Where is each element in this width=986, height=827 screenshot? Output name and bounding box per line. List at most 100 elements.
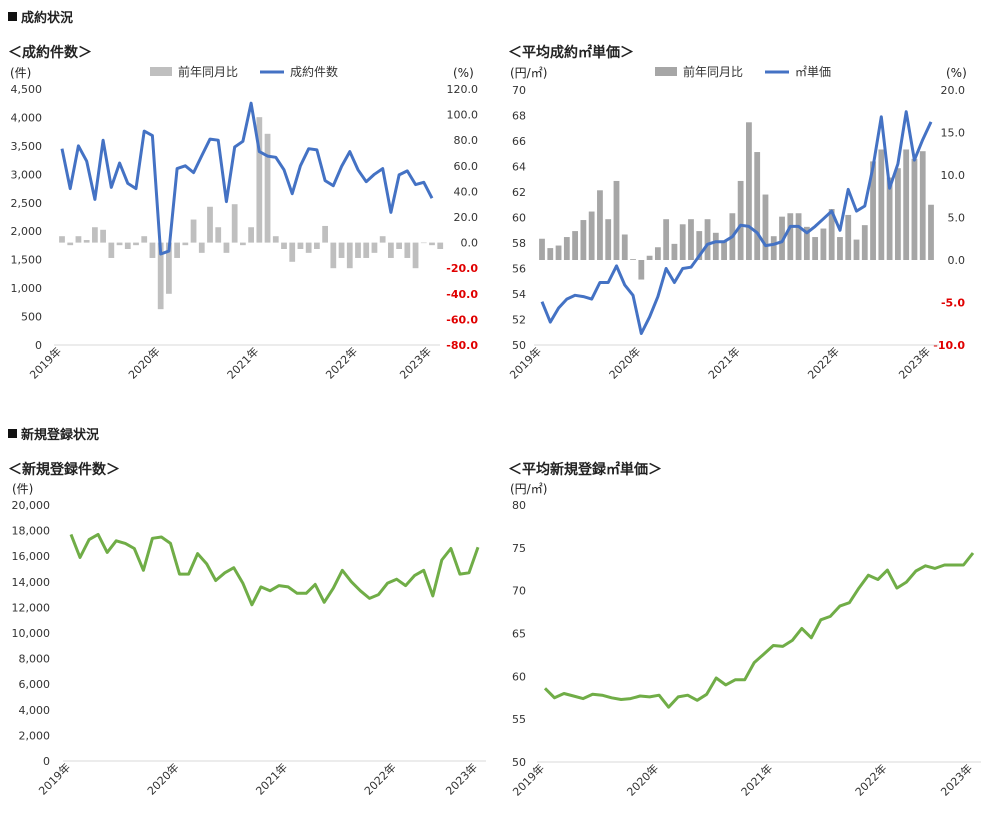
bar: [812, 237, 819, 260]
bar: [264, 133, 271, 243]
bar: [83, 240, 90, 243]
bar: [174, 242, 180, 258]
bar: [75, 236, 82, 243]
y2-tick-label: 10.0: [941, 169, 966, 182]
bar: [894, 168, 901, 260]
y-tick-label: 14,000: [12, 576, 51, 589]
legend-label: 前年同月比: [683, 64, 743, 79]
bar: [779, 216, 785, 260]
bar: [124, 242, 131, 249]
y2-tick-label: -80.0: [446, 339, 478, 352]
left-axis-unit: (円/㎡): [510, 482, 547, 496]
bar: [803, 226, 810, 260]
y-tick-label: 16,000: [12, 550, 51, 563]
bar: [539, 238, 545, 260]
y-tick-label: 70: [512, 585, 526, 598]
legend-swatch-bar: [655, 67, 677, 76]
bar: [580, 220, 587, 260]
legend-swatch-bar: [150, 67, 172, 76]
bar: [787, 213, 794, 260]
bar: [630, 259, 636, 260]
bar: [903, 149, 910, 260]
y-tick-label: 1,000: [11, 282, 43, 295]
series-line: [543, 552, 975, 709]
y2-tick-label: -20.0: [446, 262, 478, 275]
bar: [412, 242, 419, 269]
y-tick-label: 500: [21, 311, 42, 324]
x-tick-label: 2021年: [224, 344, 261, 381]
chart-title: ＜成約件数＞: [8, 45, 92, 61]
bar: [911, 158, 918, 260]
section-title: 成約状況: [21, 11, 74, 26]
bar: [240, 242, 246, 246]
bar: [207, 206, 213, 243]
bar: [198, 242, 205, 253]
x-tick-label: 2022年: [805, 344, 842, 381]
y-tick-label: 0: [43, 755, 50, 768]
y2-tick-label: -5.0: [941, 297, 965, 310]
y-tick-label: 18,000: [12, 525, 51, 538]
bar: [305, 242, 312, 253]
y-tick-label: 56: [512, 263, 526, 276]
bar: [281, 242, 287, 249]
bar: [330, 242, 337, 269]
bar: [100, 229, 106, 243]
series-line: [69, 532, 480, 607]
x-tick-label: 2021年: [705, 344, 742, 381]
x-tick-label: 2019年: [36, 760, 73, 797]
y-tick-label: 20,000: [12, 499, 51, 512]
y-tick-label: 60: [512, 212, 526, 225]
bar: [878, 149, 885, 260]
bar: [688, 219, 694, 260]
bar: [108, 242, 115, 258]
y-tick-label: 4,500: [11, 83, 43, 96]
y-tick-label: 4,000: [11, 111, 43, 124]
bar: [59, 236, 65, 243]
bar: [861, 225, 868, 260]
bar: [886, 177, 893, 260]
y-tick-label: 65: [512, 628, 526, 641]
bar: [704, 219, 711, 260]
bar: [928, 204, 934, 260]
bar: [92, 227, 98, 243]
y2-tick-label: 120.0: [447, 83, 479, 96]
y2-tick-label: 0.0: [461, 237, 479, 250]
bar: [845, 214, 852, 260]
bar: [404, 242, 411, 258]
bar: [870, 161, 876, 260]
left-axis-unit: (件): [10, 66, 31, 80]
bar: [770, 236, 777, 260]
x-tick-label: 2022年: [323, 344, 360, 381]
bar: [355, 242, 361, 258]
bar: [853, 239, 860, 260]
y2-tick-label: 60.0: [454, 160, 479, 173]
y-tick-label: 50: [512, 339, 526, 352]
bar: [363, 242, 370, 258]
x-tick-label: 2021年: [738, 761, 775, 798]
bar: [322, 225, 328, 243]
x-tick-label: 2020年: [606, 344, 643, 381]
bar: [754, 152, 761, 260]
right-axis-unit: (%): [946, 66, 967, 80]
bar: [190, 219, 197, 243]
y2-tick-label: 5.0: [948, 212, 966, 225]
y-tick-label: 2,500: [11, 197, 43, 210]
y-tick-label: 52: [512, 314, 526, 327]
bar: [231, 204, 238, 243]
chart-title: ＜平均成約㎡単価＞: [508, 45, 634, 61]
bar: [182, 242, 189, 246]
y-tick-label: 8,000: [19, 653, 51, 666]
bar: [671, 243, 678, 260]
section-heading-contracts: 成約状況: [8, 7, 73, 26]
bar: [654, 247, 661, 260]
bar: [396, 242, 402, 249]
bar: [746, 122, 752, 260]
y-tick-label: 64: [512, 161, 526, 174]
square-bullet-icon: [8, 429, 17, 438]
bar: [67, 242, 74, 246]
y-tick-label: 50: [512, 756, 526, 769]
y-tick-label: 68: [512, 110, 526, 123]
y-tick-label: 55: [512, 713, 526, 726]
y2-tick-label: 0.0: [948, 254, 966, 267]
